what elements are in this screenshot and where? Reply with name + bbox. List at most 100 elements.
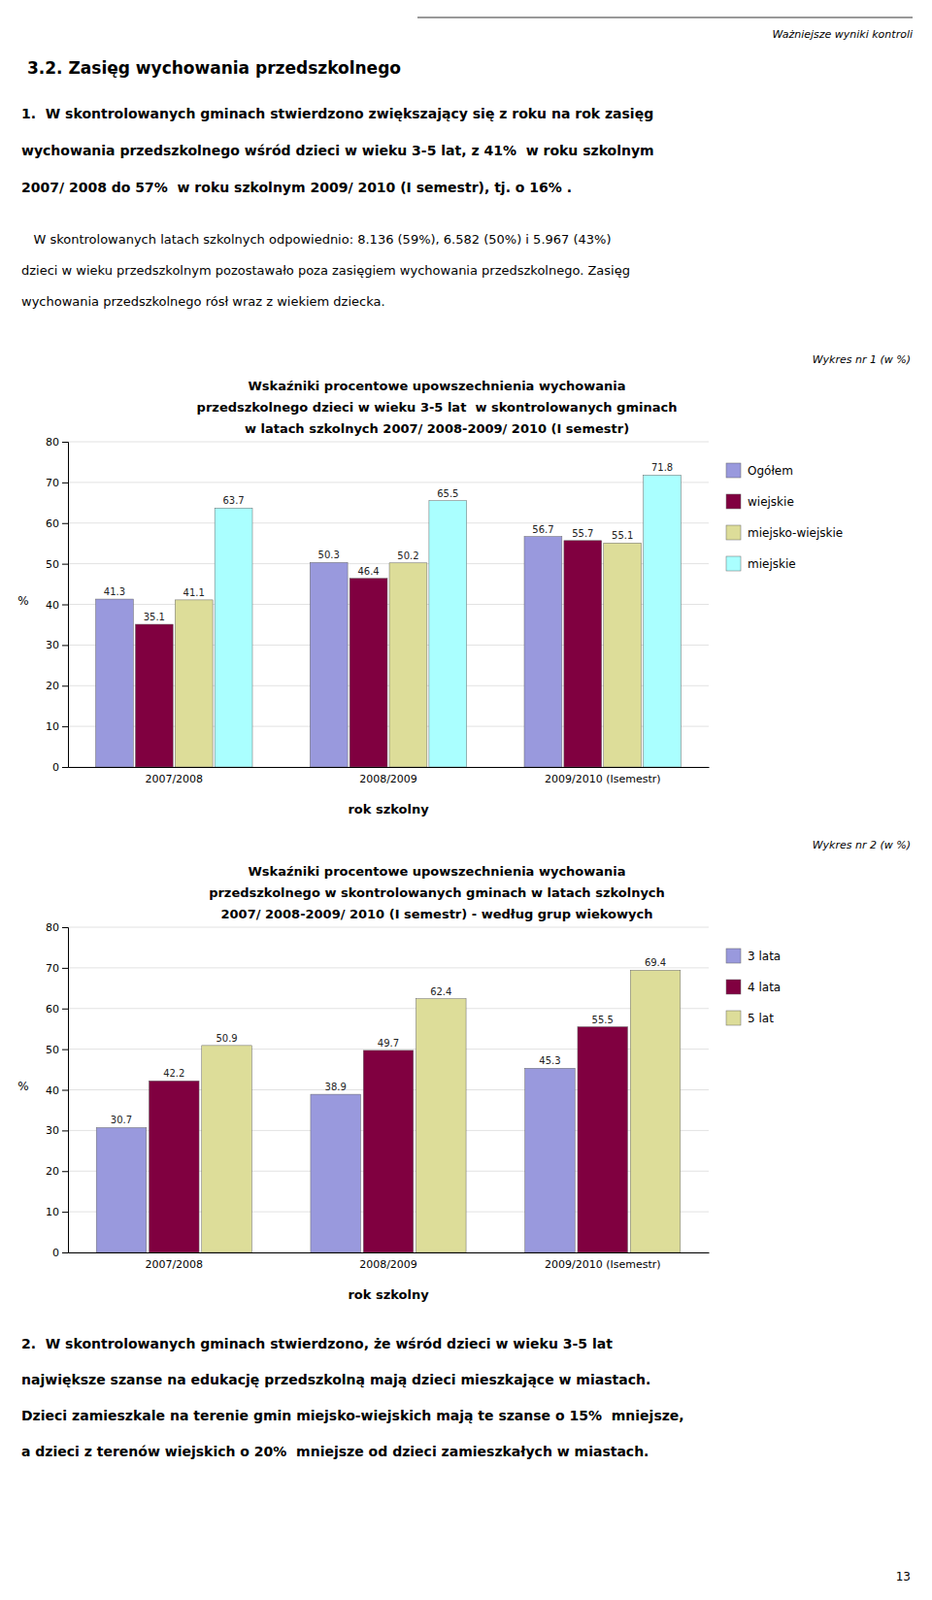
tick-label: 2007/2008: [144, 772, 203, 786]
tick: 10: [45, 1205, 68, 1219]
legend-swatch: [726, 463, 741, 478]
y-axis-title: %: [17, 1079, 29, 1094]
data-labels: 41.350.356.735.146.455.741.150.255.163.7…: [103, 462, 673, 623]
tick-label: 0: [52, 761, 60, 774]
legend-swatch: [726, 556, 741, 571]
tick-mark: [62, 1211, 68, 1213]
paragraph-line: 2. W skontrolowanych gminach stwierdzono…: [21, 1335, 613, 1352]
grid-line: [67, 522, 709, 524]
data-label: 50.2: [397, 550, 419, 562]
tick-label: 2008/2009: [359, 1258, 418, 1271]
bar: [96, 599, 134, 767]
data-label: 50.3: [318, 549, 340, 561]
tick: 0: [52, 1246, 68, 1260]
grid: [67, 441, 709, 767]
tick-label: 2007/2008: [144, 1258, 203, 1271]
legend-label: wiejskie: [747, 495, 795, 509]
tick-mark: [62, 766, 68, 768]
tick: 20: [45, 1165, 68, 1178]
x-axis: 2007/2008 2008/2009 2009/2010 (Isemestr): [68, 1252, 710, 1271]
data-label: 42.2: [163, 1067, 185, 1079]
header-rule: [417, 17, 913, 19]
tick-mark: [62, 523, 68, 525]
grid-line: [67, 441, 709, 443]
data-label: 55.1: [611, 530, 633, 541]
bar: [201, 1045, 253, 1253]
tick-label: 20: [45, 1165, 60, 1178]
bars: [96, 474, 682, 767]
tick-label: 2009/2010 (Isemestr): [544, 772, 662, 786]
bar: [577, 1027, 629, 1253]
tick-label: 60: [45, 1002, 60, 1016]
legend-swatch: [726, 979, 741, 995]
tick-label: 30: [45, 1124, 60, 1137]
axis-line: [62, 928, 69, 1254]
x-axis-title: rok szkolny: [347, 1287, 430, 1302]
tick-label: 2009/2010 (Isemestr): [544, 1258, 662, 1271]
tick: 2008/2009: [359, 766, 418, 786]
grid-line: [67, 481, 709, 483]
bar: [525, 1067, 576, 1253]
header: Ważniejsze wyniki kontroli: [771, 28, 913, 41]
tick: 50: [45, 1043, 68, 1057]
chart-label: Wykres nr 2 (w %): [812, 838, 911, 852]
tick-label: 10: [45, 1205, 60, 1219]
tick-mark: [62, 441, 68, 443]
legend-swatch: [726, 494, 741, 509]
paragraph-line: wychowania przedszkolnego wśród dzieci w…: [21, 142, 655, 159]
tick: 2009/2010 (Isemestr): [544, 766, 662, 786]
axis-line: [68, 1252, 710, 1254]
tick-label: 50: [45, 558, 60, 571]
legend-label: 5 lat: [747, 1011, 774, 1026]
tick-mark: [62, 604, 68, 606]
tick-mark: [62, 482, 68, 484]
data-label: 45.3: [538, 1055, 561, 1066]
paragraph-line: 1. W skontrolowanych gminach stwierdzono…: [21, 105, 654, 122]
data-label: 69.4: [644, 957, 666, 968]
tick-mark: [62, 685, 68, 687]
tick-mark: [62, 564, 68, 566]
tick: 2008/2009: [359, 1252, 418, 1271]
chart-label: Wykres nr 1 (w %): [812, 353, 911, 367]
tick: 70: [45, 476, 68, 490]
data-label: 65.5: [436, 488, 459, 500]
page-number: 13: [896, 1569, 911, 1584]
bar: [310, 1094, 362, 1253]
legend-label: 3 lata: [747, 949, 781, 964]
paragraph-line: wychowania przedszkolnego rósł wraz z wi…: [21, 294, 386, 309]
legend-swatch: [726, 1010, 741, 1026]
bar: [363, 1050, 414, 1253]
bar: [134, 624, 173, 767]
tick-label: 40: [45, 1084, 60, 1098]
paragraph-line: Dzieci zamieszkale na terenie gmin miejs…: [21, 1407, 685, 1424]
tick: 80: [45, 921, 68, 934]
tick-label: 2008/2009: [359, 772, 418, 786]
legend-label: miejskie: [747, 557, 797, 571]
section-title: 3.2. Zasięg wychowania przedszkolnego: [27, 58, 401, 78]
bar: [96, 1127, 147, 1253]
data-label: 71.8: [651, 462, 673, 473]
tick-label: 60: [45, 517, 60, 531]
grid-line: [67, 1007, 709, 1009]
tick-mark: [62, 1049, 68, 1051]
bar: [415, 998, 466, 1253]
tick-label: 70: [45, 962, 60, 975]
bar: [214, 507, 253, 767]
data-labels: 30.738.945.342.249.755.550.962.469.4: [110, 957, 666, 1126]
paragraph-line: W skontrolowanych latach szkolnych odpow…: [21, 232, 612, 247]
data-label: 41.1: [183, 587, 205, 599]
data-label: 62.4: [430, 986, 452, 998]
bar: [349, 578, 388, 767]
tick-label: 80: [45, 921, 60, 934]
bar: [603, 542, 642, 767]
legend: 3 lata4 lata5 lat: [726, 948, 781, 1026]
chart-title: Wskaźniki procentowe upowszechnienia wyc…: [247, 864, 626, 879]
tick: 40: [45, 1084, 68, 1098]
data-label: 50.9: [215, 1032, 237, 1044]
paragraph-line: największe szanse na edukację przedszkol…: [21, 1371, 651, 1388]
data-label: 41.3: [103, 586, 126, 598]
tick: 60: [45, 517, 68, 531]
tick-label: 20: [45, 679, 60, 693]
legend-swatch: [726, 948, 741, 964]
bars: [96, 969, 681, 1253]
